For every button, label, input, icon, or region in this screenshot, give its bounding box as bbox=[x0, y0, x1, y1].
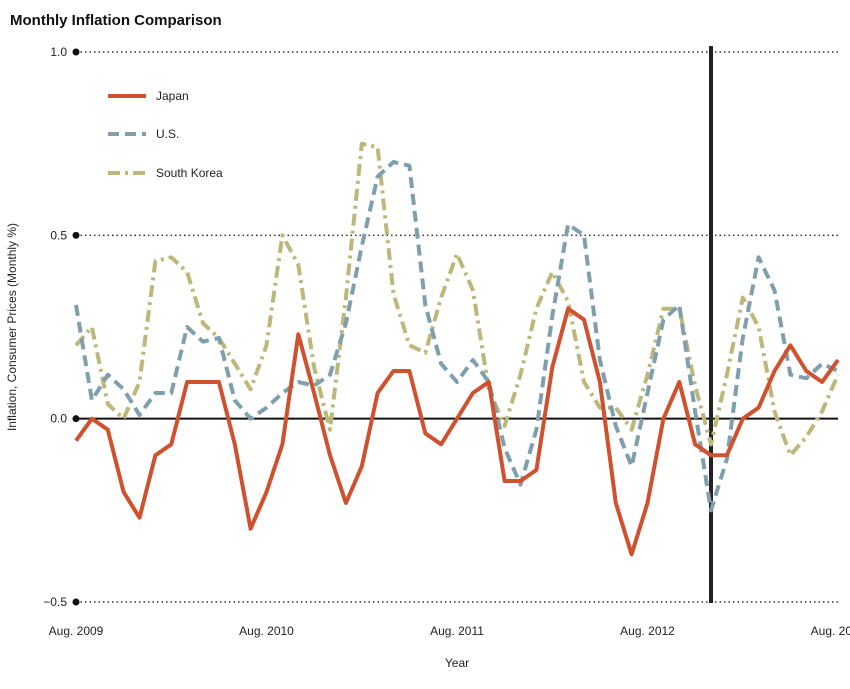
y-tick-label-2: 0.0 bbox=[50, 412, 67, 426]
x-tick-label-4: Aug. 2013 bbox=[811, 624, 850, 638]
y-tick-dot-2 bbox=[72, 415, 80, 423]
series-line-0 bbox=[74, 306, 840, 557]
chart-title: Monthly Inflation Comparison bbox=[10, 12, 222, 29]
y-axis-title: Inflation, Consumer Prices (Monthly %) bbox=[5, 223, 19, 431]
y-axis-ticks: 1.0 0.5 0.0 −0.5 bbox=[43, 45, 80, 609]
series-layer bbox=[74, 141, 840, 557]
x-tick-label-0: Aug. 2009 bbox=[49, 624, 104, 638]
legend: Japan U.S. South Korea bbox=[108, 89, 223, 180]
series-line-1 bbox=[74, 160, 839, 513]
y-tick-label-3: −0.5 bbox=[43, 595, 67, 609]
x-tick-label-2: Aug. 2011 bbox=[430, 624, 484, 638]
y-tick-label-1: 0.5 bbox=[50, 228, 67, 242]
series-line-2 bbox=[74, 141, 840, 458]
gridlines bbox=[76, 51, 838, 603]
x-axis-title: Year bbox=[445, 656, 469, 670]
x-axis-ticks: Aug. 2009 Aug. 2010 Aug. 2011 Aug. 2012 Aug.… bbox=[49, 624, 850, 638]
y-tick-dot-0 bbox=[72, 48, 80, 56]
legend-label-2: South Korea bbox=[156, 166, 223, 180]
x-tick-label-3: Aug. 2012 bbox=[620, 624, 675, 638]
y-tick-label-0: 1.0 bbox=[50, 45, 67, 59]
legend-label-1: U.S. bbox=[156, 127, 179, 141]
x-tick-label-1: Aug. 2010 bbox=[239, 624, 294, 638]
y-tick-dot-3 bbox=[72, 598, 80, 606]
legend-label-0: Japan bbox=[156, 89, 189, 103]
y-tick-dot-1 bbox=[72, 231, 80, 239]
